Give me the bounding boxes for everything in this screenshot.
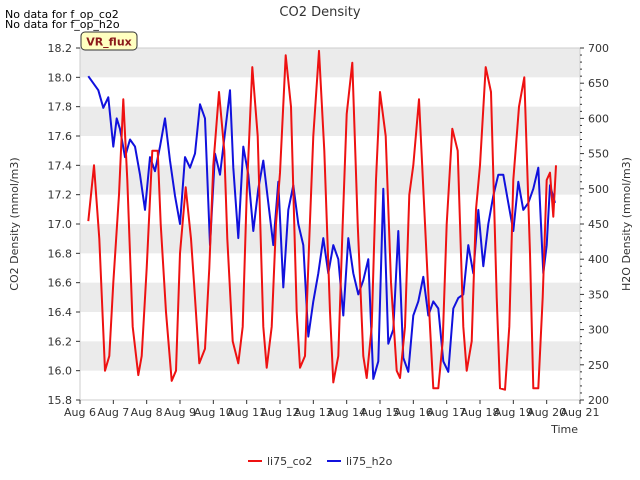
right-tick-label: 600 bbox=[588, 112, 609, 125]
x-tick-label: Aug 13 bbox=[294, 406, 333, 419]
background-band bbox=[80, 106, 580, 136]
left-tick-label: 17.6 bbox=[48, 130, 73, 143]
left-tick-label: 18.2 bbox=[48, 42, 73, 55]
series-line-li75_co2 bbox=[87, 49, 557, 391]
left-tick-label: 16.4 bbox=[48, 306, 73, 319]
right-tick-label: 350 bbox=[588, 288, 609, 301]
right-tick-label: 250 bbox=[588, 359, 609, 372]
x-tick-label: Aug 19 bbox=[494, 406, 533, 419]
legend-label-co2: li75_co2 bbox=[267, 455, 312, 468]
x-tick-label: Aug 6 bbox=[64, 406, 96, 419]
x-tick-label: Aug 8 bbox=[131, 406, 163, 419]
left-tick-label: 15.8 bbox=[48, 394, 73, 407]
x-tick-label: Aug 20 bbox=[527, 406, 566, 419]
legend-label-h2o: li75_h2o bbox=[346, 455, 393, 468]
background-band bbox=[80, 224, 580, 254]
right-tick-label: 500 bbox=[588, 183, 609, 196]
left-axis-ticks: 15.8 16.0 16.2 16.4 16.6 16.8 17.0 17.2 17.4 17.6… bbox=[48, 42, 80, 407]
background-bands bbox=[80, 48, 580, 400]
x-tick-label: Aug 7 bbox=[97, 406, 129, 419]
left-tick-label: 17.8 bbox=[48, 101, 73, 114]
legend: li75_co2 li75_h2o bbox=[248, 455, 393, 468]
x-tick-label: Aug 11 bbox=[227, 406, 266, 419]
right-tick-label: 200 bbox=[588, 394, 609, 407]
site-badge-box bbox=[80, 31, 138, 51]
x-tick-label: Aug 10 bbox=[194, 406, 233, 419]
left-tick-label: 17.2 bbox=[48, 189, 73, 202]
right-tick-label: 300 bbox=[588, 324, 609, 337]
background-band bbox=[80, 48, 580, 78]
x-tick-label: Aug 18 bbox=[461, 406, 500, 419]
x-tick-label: Aug 14 bbox=[327, 406, 366, 419]
site-badge: VR_flux bbox=[80, 31, 138, 51]
series-line-li75_h2o bbox=[87, 75, 556, 380]
x-tick-label: Aug 9 bbox=[164, 406, 196, 419]
no-data-notice-h2o: No data for f_op_h2o bbox=[5, 18, 120, 31]
right-tick-label: 650 bbox=[588, 77, 609, 90]
left-tick-label: 17.0 bbox=[48, 218, 73, 231]
right-tick-label: 550 bbox=[588, 148, 609, 161]
x-axis-title: Time bbox=[550, 423, 578, 436]
left-tick-label: 18.0 bbox=[48, 71, 73, 84]
x-tick-label: Aug 16 bbox=[394, 406, 433, 419]
left-tick-label: 17.4 bbox=[48, 159, 73, 172]
right-tick-label: 400 bbox=[588, 253, 609, 266]
x-tick-label: Aug 15 bbox=[361, 406, 400, 419]
series-layer bbox=[87, 49, 557, 391]
left-tick-label: 16.2 bbox=[48, 335, 73, 348]
left-tick-label: 16.0 bbox=[48, 365, 73, 378]
x-tick-label: Aug 12 bbox=[261, 406, 300, 419]
site-badge-label: VR_flux bbox=[86, 36, 132, 49]
left-axis-title: CO2 Density (mmol/m3) bbox=[8, 157, 21, 290]
chart-title: CO2 Density bbox=[279, 5, 360, 20]
x-tick-label: Aug 21 bbox=[561, 406, 600, 419]
left-tick-label: 16.6 bbox=[48, 277, 73, 290]
background-band bbox=[80, 341, 580, 371]
no-data-notice-co2: No data for f_op_co2 bbox=[5, 8, 119, 21]
right-axis-title: H2O Density (mmol/m3) bbox=[620, 157, 633, 291]
right-axis-ticks: 200 250 300 350 400 450 500 550 600 650 700 bbox=[580, 42, 609, 407]
x-tick-label: Aug 17 bbox=[427, 406, 466, 419]
right-tick-label: 700 bbox=[588, 42, 609, 55]
left-tick-label: 16.8 bbox=[48, 247, 73, 260]
right-tick-label: 450 bbox=[588, 218, 609, 231]
